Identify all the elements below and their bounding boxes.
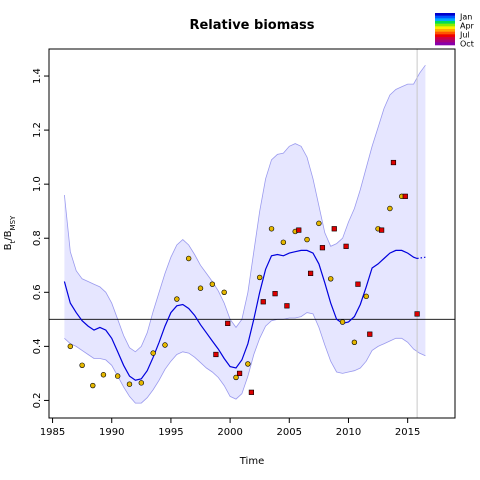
x-tick-label: 2000 — [217, 427, 242, 438]
confidence-band-lower — [64, 312, 426, 404]
y-axis-label-sub-t: t — [9, 240, 17, 243]
x-axis: 1985 1990 1995 2000 2005 2010 2015 — [40, 418, 420, 438]
observation-point — [414, 311, 420, 317]
observation-point — [387, 205, 393, 212]
observation-point — [221, 289, 227, 295]
observation-point — [209, 281, 216, 287]
observation-point — [268, 226, 275, 232]
y-axis-label-sub-msy: MSY — [9, 215, 17, 230]
observation-point — [328, 276, 334, 282]
legend-color-swatch — [435, 13, 455, 16]
confidence-band-layer — [64, 64, 426, 404]
x-tick-label: 2005 — [277, 427, 302, 438]
y-tick-label: 1.2 — [32, 122, 43, 138]
observation-point — [100, 372, 107, 378]
observation-point — [90, 382, 96, 389]
legend-color-swatch — [435, 31, 455, 35]
observation-point — [316, 220, 322, 227]
observation-point — [233, 374, 239, 381]
observation-point — [114, 373, 121, 379]
observation-points-layer — [67, 159, 420, 395]
observation-point — [150, 350, 156, 356]
observation-point — [390, 159, 397, 166]
observation-point — [284, 303, 290, 309]
x-axis-label: Time — [239, 456, 264, 467]
observation-point — [225, 320, 231, 326]
forecast-line — [417, 256, 426, 260]
y-tick-label: 0.6 — [32, 284, 43, 300]
observation-point — [402, 193, 408, 199]
legend-label: Jul — [459, 30, 470, 39]
observation-point — [339, 319, 346, 325]
legend-color-swatch — [435, 34, 455, 38]
y-axis-label-base: B — [3, 243, 14, 250]
legend-label: Apr — [460, 21, 475, 30]
confidence-band-upper — [64, 64, 426, 353]
fit-line — [63, 249, 418, 381]
observation-point — [343, 243, 349, 249]
legend-color-swatch — [435, 29, 455, 32]
observation-point — [79, 362, 85, 368]
observation-point — [272, 291, 278, 297]
legend-color-swatch — [435, 18, 455, 22]
observation-point — [213, 351, 219, 358]
observation-point — [280, 239, 287, 245]
observation-point — [355, 281, 361, 287]
observation-point — [174, 296, 180, 302]
y-tick-label: 1.0 — [32, 176, 43, 192]
x-tick-label: 2010 — [336, 427, 361, 438]
observation-point — [245, 361, 251, 367]
y-tick-label: 0.4 — [32, 338, 43, 354]
y-tick-label: 0.2 — [32, 392, 43, 408]
legend-color-swatch — [435, 23, 455, 27]
plot-frame — [48, 48, 456, 419]
observation-point — [351, 339, 358, 346]
legend-color-swatch — [435, 37, 455, 40]
legend-label: Jan — [459, 13, 472, 22]
observation-point — [260, 299, 266, 305]
legend-color-swatch — [435, 42, 455, 46]
y-axis: 0.2 0.4 0.6 0.8 1.0 1.2 1.4 — [32, 68, 49, 408]
observation-point — [138, 380, 145, 386]
legend-color-swatch — [435, 21, 455, 24]
observation-point — [248, 389, 255, 395]
observation-point — [331, 226, 337, 232]
observation-point — [304, 236, 310, 243]
observation-point — [67, 343, 74, 350]
observation-point — [162, 342, 168, 348]
x-tick-label: 1995 — [158, 427, 183, 438]
observation-point — [126, 381, 133, 387]
chart-title: Relative biomass — [189, 18, 314, 33]
observation-point — [236, 370, 243, 376]
legend-color-swatch — [435, 39, 455, 43]
y-tick-label: 1.4 — [32, 68, 43, 84]
reference-line-layer — [49, 49, 455, 418]
legend-color-swatch — [435, 26, 455, 30]
observation-point — [296, 227, 302, 233]
x-tick-label: 1990 — [99, 427, 124, 438]
observation-point — [379, 227, 385, 233]
confidence-band-area — [64, 65, 426, 404]
observation-point — [319, 245, 326, 251]
observation-point — [363, 293, 369, 300]
x-tick-label: 1985 — [40, 427, 65, 438]
observation-point — [307, 270, 314, 276]
fit-line-layer — [63, 249, 426, 381]
observation-point — [185, 255, 192, 262]
y-axis-label: Bt/BMSY — [3, 215, 17, 250]
y-tick-label: 0.8 — [32, 230, 43, 246]
y-axis-label-sep: /B — [3, 230, 14, 240]
x-tick-label: 2015 — [395, 427, 420, 438]
observation-point — [367, 331, 373, 337]
observation-point — [197, 285, 204, 291]
legend-color-swatch — [435, 15, 455, 19]
observation-point — [256, 274, 263, 281]
legend-label: Oct — [460, 39, 474, 48]
